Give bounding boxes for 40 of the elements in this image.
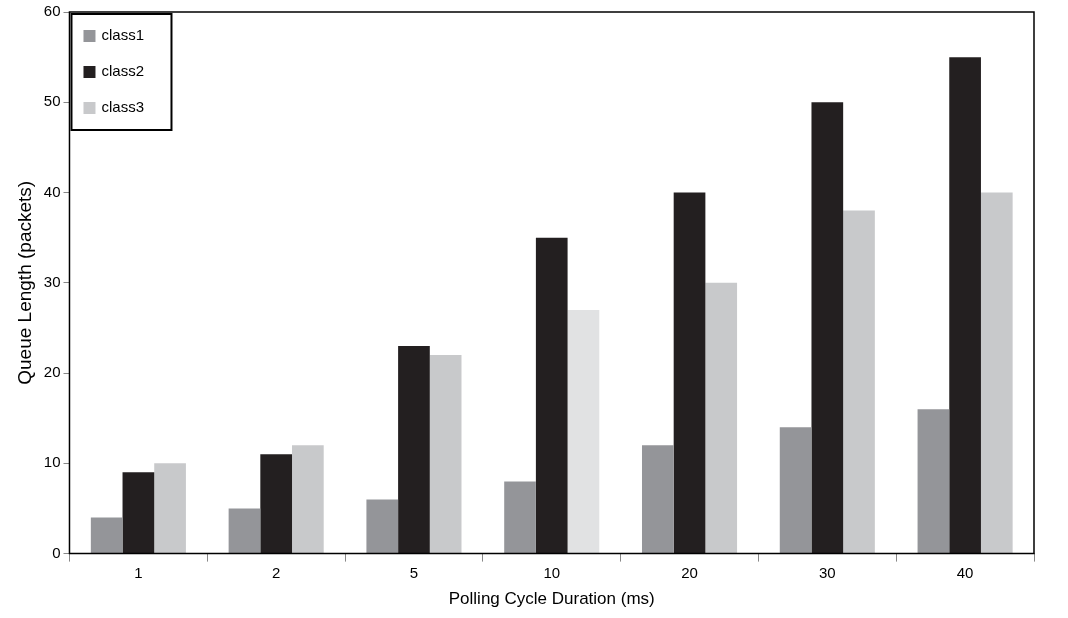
y-tick-label: 40: [43, 182, 61, 200]
bar: [429, 355, 462, 554]
bar: [228, 508, 261, 554]
y-tick-label: 50: [43, 92, 61, 110]
bar: [260, 454, 293, 554]
y-tick-label: 10: [43, 453, 61, 471]
bar: [366, 499, 399, 554]
x-tick-label: 10: [543, 563, 561, 581]
x-tick-label: 1: [134, 563, 143, 581]
bar: [567, 309, 600, 554]
x-tick-label: 2: [271, 563, 281, 581]
bar: [90, 517, 123, 554]
bar: [980, 192, 1013, 554]
bar: [673, 192, 706, 554]
bar: [641, 445, 674, 554]
y-tick-label: 0: [52, 543, 61, 561]
legend-label: class3: [101, 98, 145, 116]
x-tick-label: 40: [956, 563, 974, 581]
bar: [398, 345, 430, 554]
bar: [292, 445, 324, 554]
bar: [811, 102, 844, 554]
x-axis-title: Polling Cycle Duration (ms): [448, 589, 655, 609]
bar: [843, 210, 875, 554]
bar: [779, 427, 812, 554]
bar: [535, 237, 568, 554]
bar: [122, 472, 155, 554]
legend-label: class2: [101, 62, 145, 80]
y-tick-label: 60: [43, 2, 61, 20]
y-tick-label: 30: [43, 272, 61, 290]
y-axis-title: Queue Length (packets): [13, 180, 35, 385]
bar: [504, 481, 536, 554]
x-tick-label: 30: [818, 563, 836, 581]
x-tick-label: 5: [409, 563, 419, 581]
legend-label: class1: [101, 26, 145, 44]
bar: [154, 463, 186, 554]
bar: [705, 282, 738, 554]
x-tick-label: 20: [681, 563, 698, 581]
y-tick-label: 20: [43, 363, 61, 381]
bar: [949, 57, 981, 554]
bar: [917, 409, 950, 554]
